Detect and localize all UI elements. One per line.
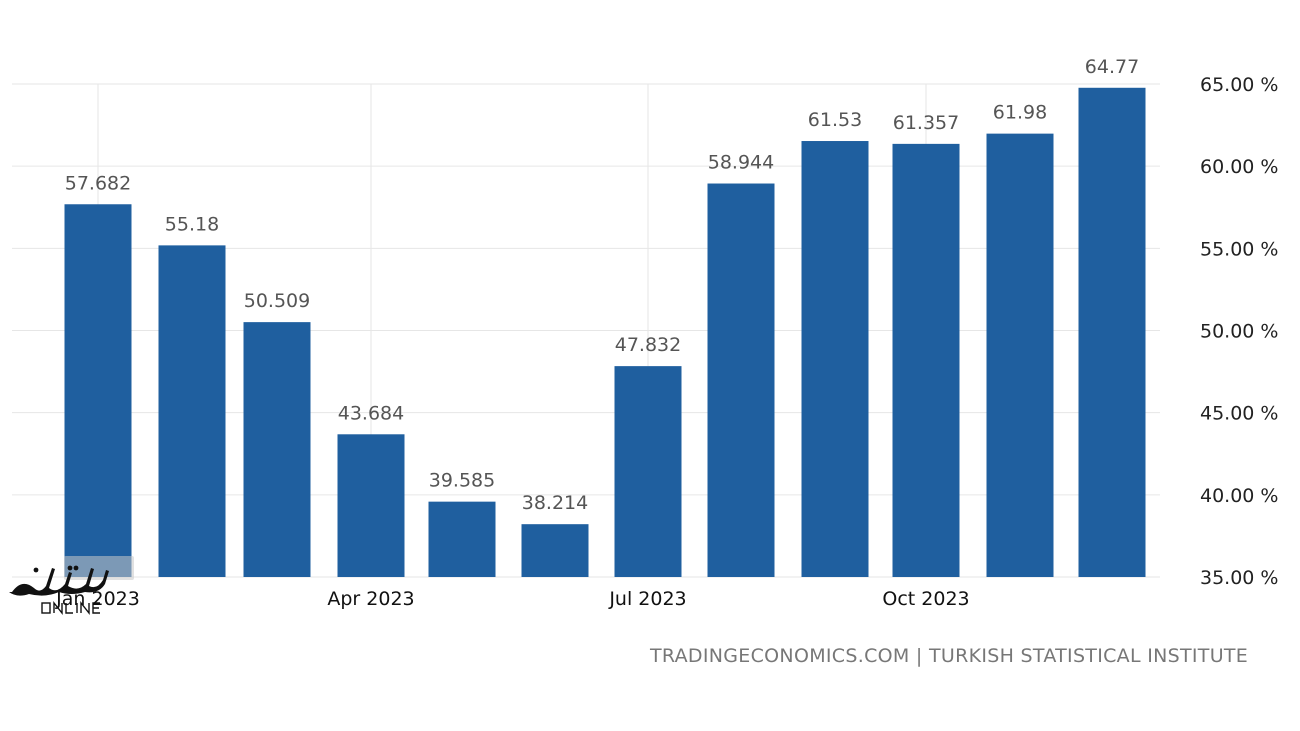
y-tick-label: 35.00 % — [1200, 567, 1279, 589]
y-axis-ticks: 35.00 % 40.00 % 45.00 % 50.00 % 55.00 % 60.00… — [1200, 74, 1279, 589]
bars — [64, 87, 1146, 577]
data-label: 57.682 — [65, 172, 131, 194]
bar — [158, 245, 226, 577]
source-attribution: TRADINGECONOMICS.COM | TURKISH STATISTIC… — [650, 645, 1249, 667]
data-label: 61.357 — [893, 112, 959, 134]
data-label: 64.77 — [1085, 56, 1139, 78]
data-label: 38.214 — [522, 492, 588, 514]
x-axis-ticks: Jan 2023 Apr 2023 Jul 2023 Oct 2023 — [55, 588, 969, 610]
bar — [614, 366, 682, 577]
bar — [243, 322, 311, 577]
bar — [64, 204, 132, 577]
bar — [337, 434, 405, 577]
data-label: 55.18 — [165, 213, 219, 235]
x-tick-label: Oct 2023 — [882, 588, 969, 610]
data-labels: 57.682 55.18 50.509 43.684 39.585 38.214 47.83… — [65, 56, 1139, 514]
data-label: 58.944 — [708, 152, 774, 174]
y-tick-label: 40.00 % — [1200, 485, 1279, 507]
bar — [428, 501, 496, 577]
y-tick-label: 60.00 % — [1200, 156, 1279, 178]
data-label: 39.585 — [429, 470, 495, 492]
bar — [1078, 87, 1146, 577]
bar — [801, 141, 869, 577]
y-tick-label: 65.00 % — [1200, 74, 1279, 96]
watermark-online — [41, 601, 100, 615]
bar — [892, 143, 960, 577]
x-tick-label: Apr 2023 — [327, 588, 414, 610]
y-tick-label: 50.00 % — [1200, 321, 1279, 343]
watermark-script — [9, 565, 109, 596]
data-label: 61.98 — [993, 102, 1047, 124]
watermark-logo — [6, 556, 134, 618]
x-tick-label: Jul 2023 — [608, 588, 686, 610]
bar — [986, 133, 1054, 577]
data-label: 50.509 — [244, 290, 310, 312]
y-tick-label: 55.00 % — [1200, 238, 1279, 260]
data-label: 61.53 — [808, 109, 862, 131]
y-tick-label: 45.00 % — [1200, 403, 1279, 425]
data-label: 43.684 — [338, 402, 404, 424]
bar — [521, 524, 589, 577]
bar — [707, 183, 775, 577]
data-label: 47.832 — [615, 334, 681, 356]
